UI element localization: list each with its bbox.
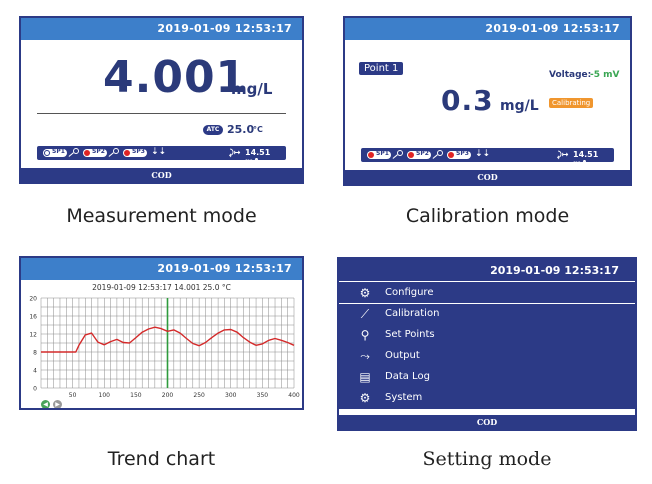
probe-icon bbox=[392, 150, 403, 160]
menu-item-label: Data Log bbox=[385, 371, 430, 382]
y-tick-label: 20 bbox=[29, 296, 37, 303]
x-tick-label: 150 bbox=[130, 392, 142, 399]
status-topbar: 2019-01-09 12:53:17 bbox=[21, 18, 302, 40]
x-tick-label: 250 bbox=[193, 392, 205, 399]
settings-screen: 2019-01-09 12:53:17 ⚙ Configure ⟋ Calibrati… bbox=[337, 257, 637, 431]
y-tick-label: 8 bbox=[33, 350, 37, 357]
voltage-label: Voltage: bbox=[549, 70, 592, 80]
y-tick-label: 4 bbox=[33, 368, 37, 375]
atc-badge: ATC bbox=[203, 125, 223, 135]
measurement-unit: mg/L bbox=[231, 80, 273, 98]
sp1-indicator: SP1 bbox=[367, 150, 391, 159]
sp1-indicator: SP1 bbox=[43, 148, 67, 157]
datetime: 2019-01-09 12:53:17 bbox=[490, 264, 619, 277]
setpoint-icon: ⚲ bbox=[360, 328, 370, 342]
status-topbar: 2019-01-09 12:53:17 bbox=[339, 259, 635, 281]
wash-icon: ⇣⇣ bbox=[151, 147, 167, 157]
x-tick-label: 50 bbox=[69, 392, 77, 399]
probe-icon bbox=[108, 148, 119, 158]
menu-item-label: System bbox=[385, 392, 423, 403]
sp3-led-on-icon bbox=[124, 150, 130, 156]
status-topbar: 2019-01-09 12:53:17 bbox=[21, 258, 302, 280]
x-tick-label: 350 bbox=[257, 392, 269, 399]
datetime: 2019-01-09 12:53:17 bbox=[157, 262, 292, 275]
settings-menu: ⚙ Configure ⟋ Calibration ⚲ Set Points ⤳ Output… bbox=[339, 283, 635, 409]
system-icon: ⚙ bbox=[359, 391, 371, 405]
calibration-screen: 2019-01-09 12:53:17 Point 1 Voltage: -5 … bbox=[343, 16, 632, 186]
sp2-indicator: SP2 bbox=[407, 150, 431, 159]
sp2-indicator: SP2 bbox=[83, 148, 107, 157]
current-output-icon: ⤸↦ bbox=[229, 148, 241, 157]
measurement-value: 4.001 bbox=[103, 52, 248, 103]
calibration-value: 0.3 bbox=[441, 84, 494, 117]
output-icon: ⤳ bbox=[360, 349, 370, 363]
sp3-indicator: SP3 bbox=[447, 150, 471, 159]
gear-icon: ⚙ bbox=[359, 286, 371, 300]
sp1-led-on-icon bbox=[368, 152, 374, 158]
menu-top-divider bbox=[339, 281, 635, 282]
current-output-icon: ⤸↦ bbox=[557, 150, 569, 159]
datetime: 2019-01-09 12:53:17 bbox=[485, 22, 620, 35]
y-tick-label: 0 bbox=[33, 386, 37, 393]
menu-bottom-area bbox=[339, 409, 635, 419]
menu-item-configure[interactable]: ⚙ Configure bbox=[339, 283, 635, 304]
relay-status-bar: SP1 SP2 SP3 ⇣⇣ ⤸↦ 14.51 mA bbox=[361, 148, 614, 168]
sp2-led-on-icon bbox=[408, 152, 414, 158]
caption-calibration: Calibration mode bbox=[405, 205, 570, 227]
footer-bar: COD bbox=[21, 168, 302, 182]
wash-icon: ⇣⇣ bbox=[475, 149, 491, 159]
trend-series-line bbox=[41, 326, 295, 353]
footer-bar: COD bbox=[345, 170, 630, 184]
trend-cursor-info: 2019-01-09 12:53:17 14.001 25.0 °C bbox=[92, 283, 231, 292]
datetime: 2019-01-09 12:53:17 bbox=[157, 22, 292, 35]
caption-trend: Trend chart bbox=[107, 448, 216, 470]
calibration-point-badge[interactable]: Point 1 bbox=[359, 62, 404, 75]
temperature-unit: °C bbox=[253, 125, 263, 134]
status-topbar: 2019-01-09 12:53:17 bbox=[345, 18, 630, 40]
probe-icon bbox=[432, 150, 443, 160]
datalog-icon: ▤ bbox=[359, 370, 371, 384]
current-output: 14.51 mA bbox=[245, 148, 271, 166]
calibrating-status-badge: Calibrating bbox=[549, 98, 594, 108]
caption-settings: Setting mode bbox=[422, 448, 552, 470]
trend-screen: 2019-01-09 12:53:17 2019-01-09 12:53:17 … bbox=[19, 256, 304, 410]
divider bbox=[37, 113, 286, 114]
probe-icon bbox=[68, 148, 79, 158]
menu-item-system[interactable]: ⚙ System bbox=[339, 388, 635, 409]
x-tick-label: 300 bbox=[225, 392, 237, 399]
calibration-icon: ⟋ bbox=[360, 307, 370, 321]
current-output: 14.51 mA bbox=[573, 150, 599, 168]
menu-item-output[interactable]: ⤳ Output bbox=[339, 346, 635, 367]
measurement-screen: 2019-01-09 12:53:17 4.001 mg/L ATC 25.0 … bbox=[19, 16, 304, 184]
sp1-led-off-icon bbox=[44, 150, 50, 156]
menu-item-label: Calibration bbox=[385, 308, 440, 319]
x-tick-label: 200 bbox=[162, 392, 174, 399]
menu-item-data-log[interactable]: ▤ Data Log bbox=[339, 367, 635, 388]
sp3-led-on-icon bbox=[448, 152, 454, 158]
temperature-value: 25.0 bbox=[227, 123, 255, 136]
caption-measurement: Measurement mode bbox=[66, 205, 257, 227]
x-tick-label: 100 bbox=[99, 392, 111, 399]
menu-item-set-points[interactable]: ⚲ Set Points bbox=[339, 325, 635, 346]
scroll-left-button[interactable]: ◀ bbox=[41, 400, 50, 408]
menu-item-calibration[interactable]: ⟋ Calibration bbox=[339, 304, 635, 325]
y-tick-label: 12 bbox=[29, 332, 37, 339]
relay-status-bar: SP1 SP2 SP3 ⇣⇣ ⤸↦ 14.51 mA bbox=[37, 146, 286, 166]
menu-item-label: Output bbox=[385, 350, 420, 361]
sp3-indicator: SP3 bbox=[123, 148, 147, 157]
y-tick-label: 16 bbox=[29, 314, 37, 321]
footer-bar: COD bbox=[339, 415, 635, 429]
x-tick-label: 400 bbox=[288, 392, 300, 399]
trend-chart[interactable]: 0 4 8 12 16 20 50 100 150 200 250 300 350 400 bbox=[21, 290, 302, 410]
calibration-unit: mg/L bbox=[500, 98, 539, 114]
voltage-value: -5 mV bbox=[590, 70, 620, 80]
menu-item-label: Set Points bbox=[385, 329, 435, 340]
sp2-led-on-icon bbox=[84, 150, 90, 156]
menu-item-label: Configure bbox=[385, 287, 434, 298]
scroll-right-button[interactable]: ▶ bbox=[53, 400, 62, 408]
